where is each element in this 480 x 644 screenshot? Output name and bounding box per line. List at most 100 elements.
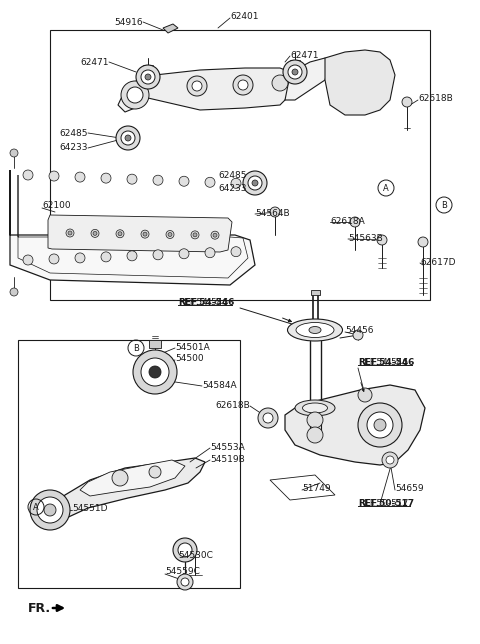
Bar <box>311 290 320 295</box>
Ellipse shape <box>302 403 327 413</box>
Polygon shape <box>140 68 295 110</box>
Circle shape <box>418 237 428 247</box>
Ellipse shape <box>296 323 334 337</box>
Text: 54530C: 54530C <box>178 551 213 560</box>
Ellipse shape <box>309 327 321 334</box>
Circle shape <box>112 470 128 486</box>
Circle shape <box>350 217 360 227</box>
Bar <box>149 340 161 348</box>
Circle shape <box>127 174 137 184</box>
Circle shape <box>141 70 155 84</box>
Circle shape <box>145 74 151 80</box>
Circle shape <box>118 232 122 236</box>
Circle shape <box>23 255 33 265</box>
Circle shape <box>166 231 174 238</box>
Circle shape <box>177 574 193 590</box>
Text: 62618A: 62618A <box>330 216 365 225</box>
Text: 62618B: 62618B <box>418 93 453 102</box>
Text: FR.: FR. <box>28 601 51 614</box>
Text: 62100: 62100 <box>42 200 71 209</box>
Text: 54501A: 54501A <box>175 343 210 352</box>
Circle shape <box>386 456 394 464</box>
Circle shape <box>168 232 172 236</box>
Circle shape <box>270 207 280 217</box>
Circle shape <box>23 170 33 180</box>
Circle shape <box>192 81 202 91</box>
Ellipse shape <box>295 400 335 416</box>
Text: REF.54-546: REF.54-546 <box>358 357 408 366</box>
Text: 54564B: 54564B <box>255 209 289 218</box>
Polygon shape <box>42 458 205 528</box>
Text: 62617D: 62617D <box>420 258 456 267</box>
Circle shape <box>402 97 412 107</box>
Polygon shape <box>163 24 178 33</box>
Bar <box>50 30 430 300</box>
Circle shape <box>358 388 372 402</box>
Circle shape <box>353 330 363 340</box>
Circle shape <box>10 149 18 157</box>
Circle shape <box>149 366 161 378</box>
Circle shape <box>141 230 149 238</box>
Circle shape <box>205 177 215 187</box>
Text: A: A <box>383 184 389 193</box>
Circle shape <box>288 65 302 79</box>
Circle shape <box>252 180 258 186</box>
Circle shape <box>91 229 99 238</box>
Circle shape <box>37 497 63 523</box>
Circle shape <box>173 538 197 562</box>
Circle shape <box>233 75 253 95</box>
Text: REF.50-517: REF.50-517 <box>358 498 408 507</box>
Text: 62471: 62471 <box>81 57 109 66</box>
Circle shape <box>258 408 278 428</box>
Circle shape <box>358 403 402 447</box>
Text: 64233: 64233 <box>60 142 88 151</box>
Circle shape <box>101 173 111 183</box>
Circle shape <box>153 250 163 260</box>
Circle shape <box>231 247 241 257</box>
Circle shape <box>307 427 323 443</box>
Circle shape <box>49 171 59 181</box>
Circle shape <box>127 87 143 103</box>
Polygon shape <box>285 385 425 465</box>
Circle shape <box>101 252 111 262</box>
Circle shape <box>211 231 219 239</box>
Text: REF.50-517: REF.50-517 <box>358 498 414 507</box>
Text: A: A <box>33 502 39 511</box>
Text: 62471: 62471 <box>290 50 319 59</box>
Circle shape <box>179 249 189 259</box>
Circle shape <box>374 419 386 431</box>
Text: 62618B: 62618B <box>215 401 250 410</box>
Circle shape <box>49 254 59 264</box>
Text: 54553A: 54553A <box>210 442 245 451</box>
Polygon shape <box>10 170 255 285</box>
Circle shape <box>377 235 387 245</box>
Text: 54456: 54456 <box>345 325 373 334</box>
Text: 54659: 54659 <box>395 484 424 493</box>
Circle shape <box>133 350 177 394</box>
Circle shape <box>179 176 189 186</box>
Polygon shape <box>80 460 185 496</box>
Circle shape <box>272 75 288 91</box>
Circle shape <box>75 172 85 182</box>
Circle shape <box>243 171 267 195</box>
Text: REF.54-546: REF.54-546 <box>178 298 228 307</box>
Circle shape <box>205 248 215 258</box>
Text: 54584A: 54584A <box>202 381 237 390</box>
Circle shape <box>307 412 323 428</box>
Bar <box>18 340 240 588</box>
Circle shape <box>367 412 393 438</box>
Polygon shape <box>48 215 232 252</box>
Text: 62485: 62485 <box>60 129 88 138</box>
Polygon shape <box>325 50 395 115</box>
Text: 54500: 54500 <box>175 354 204 363</box>
Circle shape <box>125 135 131 141</box>
Circle shape <box>136 65 160 89</box>
Circle shape <box>292 69 298 75</box>
Text: 62401: 62401 <box>230 12 259 21</box>
Circle shape <box>143 232 147 236</box>
Ellipse shape <box>288 319 343 341</box>
Circle shape <box>75 253 85 263</box>
Circle shape <box>116 126 140 150</box>
Circle shape <box>127 251 137 261</box>
Circle shape <box>248 176 262 190</box>
